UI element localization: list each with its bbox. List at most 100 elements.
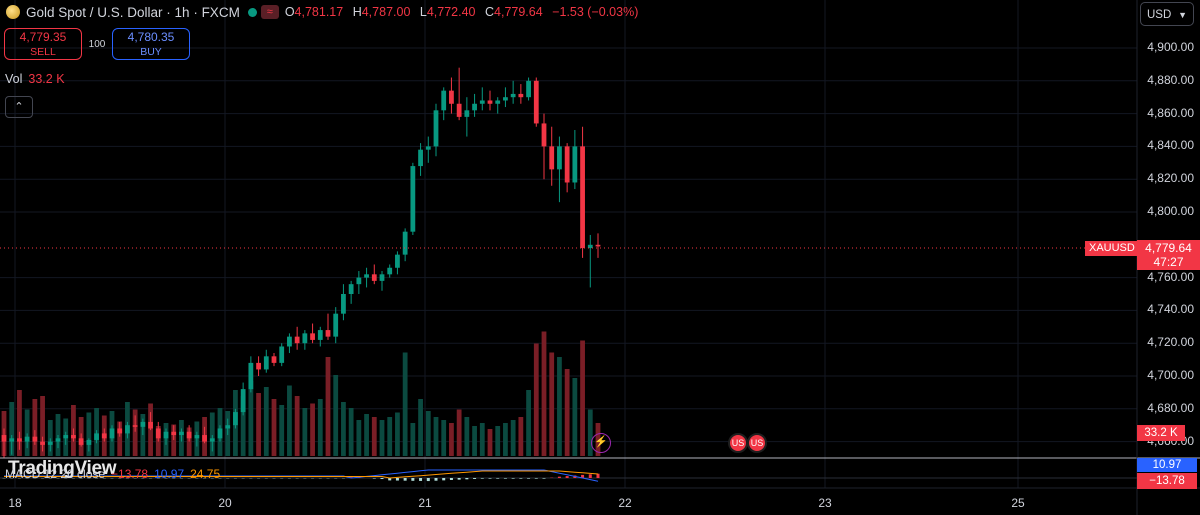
macd-histogram-bar <box>503 478 507 479</box>
volume-bar <box>371 417 377 456</box>
volume-bar <box>341 402 346 456</box>
volume-bar <box>580 340 585 456</box>
candle-body <box>526 80 531 98</box>
currency-selector[interactable]: USD ▼ <box>1140 2 1194 26</box>
candle-body <box>356 277 362 285</box>
candle-body <box>202 435 207 442</box>
volume-bar <box>263 387 269 456</box>
spread-value: 100 <box>88 38 106 50</box>
volume-bar <box>441 420 447 456</box>
tradingview-watermark[interactable]: TradingView <box>8 458 117 479</box>
macd-legend[interactable]: MACD 12 26 close −13.78 10.97 24.75 <box>5 467 220 481</box>
collapse-legend-button[interactable]: ⌃ <box>5 96 33 118</box>
candle-body <box>387 267 393 275</box>
candle-body <box>317 330 323 340</box>
wave-icon[interactable]: ≈ <box>260 5 279 19</box>
volume-bar <box>55 414 61 456</box>
macd-histogram-bar <box>465 478 469 480</box>
volume-bar <box>533 343 539 456</box>
candle-body <box>595 244 601 247</box>
macd-value-3: 24.75 <box>190 467 221 481</box>
volume-bar <box>302 408 308 456</box>
close-label: C <box>485 5 495 19</box>
candle-body <box>217 428 223 439</box>
candle-body <box>78 438 84 445</box>
macd-histogram-bar <box>588 474 592 478</box>
trade-panel: 4,779.35 SELL 100 4,780.35 BUY <box>4 28 190 60</box>
macd-histogram-bar <box>581 474 585 478</box>
volume-bar <box>132 409 138 456</box>
volume-bar <box>209 412 215 456</box>
volume-bar <box>456 409 462 456</box>
candle-body <box>279 346 285 363</box>
macd-histogram-bar <box>527 478 531 479</box>
candle-body <box>294 336 300 344</box>
price-tick-label: 4,840.00 <box>1147 138 1194 153</box>
candle-body <box>348 284 354 294</box>
gold-coin-icon <box>6 5 20 19</box>
candle-body <box>503 97 508 101</box>
price-tick-label: 4,880.00 <box>1147 72 1194 87</box>
candle-body <box>148 421 153 429</box>
price-tick-label: 4,860.00 <box>1147 105 1194 120</box>
macd-histogram-bar <box>434 478 438 481</box>
price-tick-label: 4,900.00 <box>1147 40 1194 54</box>
chevron-up-icon: ⌃ <box>14 101 24 113</box>
candle-body <box>225 425 231 429</box>
us-flag-icon[interactable]: US <box>747 433 767 453</box>
volume-bar <box>518 417 524 456</box>
sell-label: SELL <box>30 46 56 58</box>
candle-body <box>487 100 493 104</box>
macd-histogram-bar <box>519 478 523 479</box>
macd-value-2: 10.97 <box>154 467 185 481</box>
candle-countdown: 47:27 <box>1153 255 1184 269</box>
candle-body <box>233 412 238 426</box>
macd-histogram-bar <box>565 476 569 478</box>
us-flag-icon[interactable]: US <box>728 433 748 453</box>
symbol-title[interactable]: Gold Spot / U.S. Dollar · 1h · FXCM <box>26 4 240 20</box>
open-value: 4,781.17 <box>294 5 344 19</box>
volume-bar <box>294 396 300 456</box>
macd-histogram-bar <box>488 478 492 479</box>
volume-bar <box>32 399 38 456</box>
candle-body <box>263 356 269 370</box>
lightning-icon[interactable]: ⚡ <box>591 433 611 453</box>
volume-bar <box>418 399 423 456</box>
macd-histogram-bar <box>442 478 446 481</box>
macd-histogram-bar <box>403 478 407 481</box>
candle-body <box>557 146 562 170</box>
buy-button[interactable]: 4,780.35 BUY <box>112 28 190 60</box>
candle-body <box>271 356 277 363</box>
volume-bar <box>47 420 53 456</box>
volume-bar <box>9 402 15 456</box>
candle-body <box>441 90 447 111</box>
symbol-tag: XAUUSD <box>1085 241 1139 256</box>
time-tick-label: 23 <box>818 496 832 510</box>
macd-histogram-bar <box>426 478 430 482</box>
candle-body <box>47 441 53 445</box>
candle-body <box>24 436 30 442</box>
candle-body <box>17 438 22 442</box>
candle-body <box>325 330 331 337</box>
volume-legend[interactable]: Vol 33.2 K <box>5 72 65 86</box>
candle-body <box>240 389 246 413</box>
candle-body <box>379 274 385 281</box>
sell-button[interactable]: 4,779.35 SELL <box>4 28 82 60</box>
volume-bar <box>248 381 254 456</box>
candle-body <box>449 90 454 104</box>
candle-body <box>580 146 585 249</box>
volume-bar <box>479 423 485 456</box>
candle-body <box>302 333 308 344</box>
volume-value: 33.2 K <box>28 72 65 86</box>
candle-body <box>32 436 38 442</box>
candle-body <box>371 274 377 281</box>
last-price: 4,779.64 <box>1145 241 1192 255</box>
histogram-badge: −13.78 <box>1137 473 1197 489</box>
volume-bar <box>86 412 92 456</box>
macd-histogram-bar <box>496 478 500 479</box>
candle-body <box>310 333 315 340</box>
macd-histogram-bar <box>388 478 392 481</box>
volume-badge: 33.2 K <box>1137 425 1185 441</box>
candle-body <box>402 231 408 255</box>
